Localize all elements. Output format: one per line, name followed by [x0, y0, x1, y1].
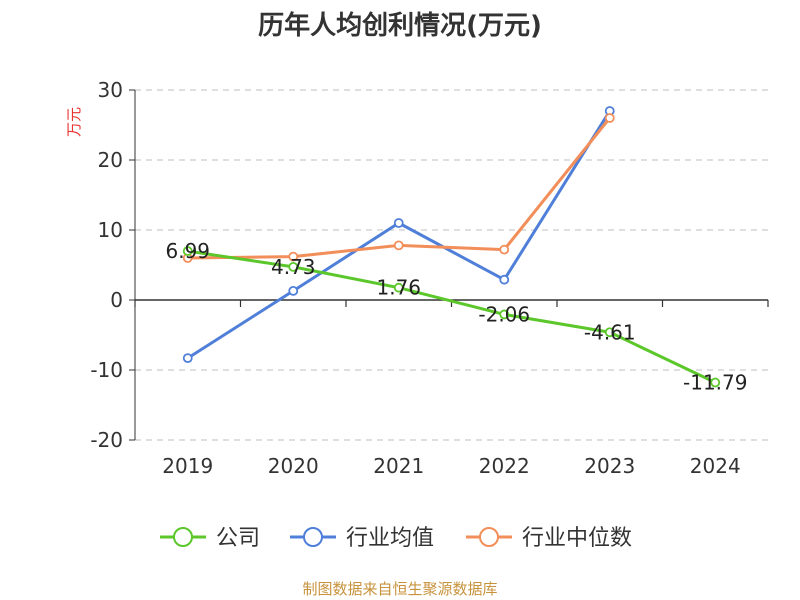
legend-swatch-marker: [173, 527, 193, 547]
x-tick-label: 2019: [162, 454, 213, 478]
series-layer: [182, 106, 721, 388]
data-label: 6.99: [165, 239, 210, 263]
axes: 30 20 10 0 -10 -20 2019 2020 2021 2022 2023 2024: [90, 78, 769, 478]
data-label: -11.79: [683, 371, 747, 395]
legend-label: 行业中位数: [522, 526, 632, 551]
y-tick-label: -20: [90, 428, 123, 452]
legend-label: 公司: [216, 526, 260, 551]
legend-item-0[interactable]: 公司: [160, 526, 260, 551]
data-point: [499, 309, 510, 320]
y-tick-label: -10: [90, 358, 123, 382]
data-point: [182, 246, 193, 256]
data-point: [393, 282, 404, 293]
source-note: 制图数据来自恒生聚源数据库: [302, 580, 497, 598]
x-tick-label: 2020: [268, 454, 319, 478]
data-labels: 6.99 4.73 1.76 -2.06 -4.61 -11.79: [165, 239, 747, 394]
data-label: -2.06: [478, 302, 530, 326]
series-line-0: [187, 249, 716, 384]
data-point: [288, 251, 299, 262]
y-axis-label: 万元: [65, 107, 83, 137]
data-point: [604, 113, 615, 123]
legend-swatch-marker: [479, 527, 499, 547]
y-tick-label: 30: [98, 78, 123, 102]
data-point: [288, 261, 299, 272]
data-point: [499, 274, 510, 285]
data-point: [393, 240, 404, 251]
legend-label: 行业均值: [346, 526, 434, 551]
x-tick-label: 2023: [584, 454, 635, 478]
data-point: [604, 327, 615, 338]
data-point: [499, 244, 510, 255]
data-label: 4.73: [271, 255, 316, 279]
y-tick-label: 20: [98, 148, 123, 172]
data-label: 1.76: [376, 276, 421, 300]
data-point: [393, 218, 404, 228]
x-tick-label: 2024: [690, 454, 741, 478]
grid-lines: [135, 89, 768, 441]
x-tick-label: 2021: [373, 454, 424, 478]
legend-item-1[interactable]: 行业均值: [290, 526, 434, 551]
data-label: -4.61: [584, 320, 636, 344]
legend-item-2[interactable]: 行业中位数: [466, 526, 632, 551]
data-point: [710, 377, 721, 388]
legend-swatch-marker: [303, 527, 323, 547]
x-tick-label: 2022: [479, 454, 530, 478]
series-line-2: [187, 117, 611, 260]
data-point: [288, 285, 299, 296]
legend: 公司 行业均值 行业中位数: [160, 526, 632, 551]
chart-title: 历年人均创利情况(万元): [258, 10, 542, 41]
data-point: [182, 353, 193, 364]
y-tick-label: 0: [110, 288, 123, 312]
y-tick-label: 10: [98, 218, 123, 242]
